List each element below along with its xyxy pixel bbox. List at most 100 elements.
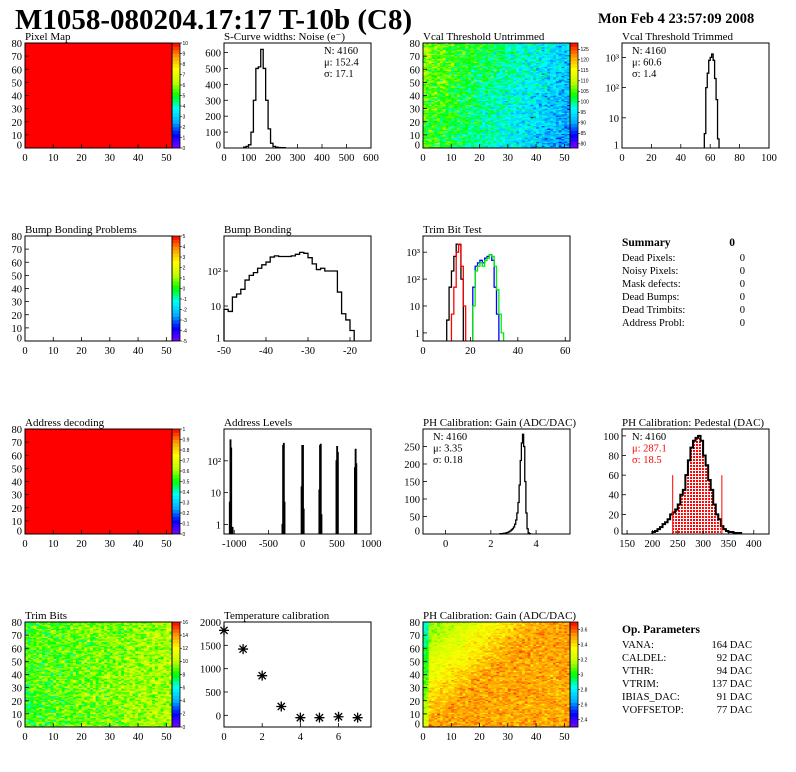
- y-tick-label: 80: [12, 425, 23, 436]
- colorbar-segment: [172, 285, 180, 289]
- colorbar-segment: [172, 331, 180, 335]
- y-tick-label: 10²: [605, 84, 619, 95]
- y-tick-label: 30: [410, 105, 421, 116]
- x-tick-label: 20: [474, 153, 485, 164]
- heatmap-fill: [25, 429, 172, 534]
- colorbar-segment: [172, 296, 180, 300]
- colorbar-segment: [172, 492, 180, 496]
- chart-title: PH Calibration: Gain (ADC/DAC): [423, 417, 576, 429]
- colorbar-segment: [172, 43, 180, 47]
- y-tick-label: 20: [12, 311, 23, 322]
- stats-line: μ: 287.1: [632, 444, 667, 455]
- x-tick-label: 500: [339, 153, 355, 164]
- x-tick-label: 80: [734, 153, 745, 164]
- page-title: M1058-080204.17:17 T-10b (C8): [15, 4, 412, 36]
- chart-title: Vcal Threshold Trimmed: [622, 31, 734, 43]
- pad-12: Trim Bits02468101214160 10 20 30 40 500102030…: [12, 610, 189, 743]
- colorbar-tick-label: 0.8: [183, 448, 190, 454]
- y-tick-label: 1: [614, 141, 619, 152]
- colorbar-tick-label: 4: [183, 104, 186, 110]
- x-tick-label: 0: [221, 153, 226, 164]
- colorbar-tick-label: 2: [183, 265, 186, 271]
- x-tick-label: 0: [619, 153, 624, 164]
- colorbar-segment: [172, 303, 180, 307]
- colorbar-tick-label: 5: [183, 234, 186, 240]
- colorbar-segment: [570, 99, 578, 103]
- colorbar-segment: [172, 71, 180, 75]
- colorbar-tick-label: 1: [183, 276, 186, 282]
- colorbar-segment: [172, 278, 180, 282]
- colorbar-segment: [570, 117, 578, 121]
- colorbar-segment: [172, 482, 180, 486]
- colorbar-segment: [570, 124, 578, 128]
- colorbar-segment: [570, 131, 578, 135]
- pad-5: Bump Bonding-50 -40 -30 -2011010²: [207, 224, 371, 357]
- x-tick-label: 30: [105, 153, 116, 164]
- x-tick-label: 20: [465, 346, 476, 357]
- y-tick-label: 1: [216, 520, 221, 531]
- histogram-fill-bin: [693, 442, 696, 534]
- table-row-label: Mask defects:: [622, 279, 681, 290]
- pad-4: Bump Bonding Problems-5-4-3-2-10123450 10…: [12, 224, 188, 357]
- colorbar-segment: [570, 96, 578, 100]
- y-tick-label: 60: [609, 471, 620, 482]
- x-tick-label: -20: [343, 346, 357, 357]
- x-tick-label: -1000: [222, 539, 247, 550]
- colorbar-tick-label: 1: [183, 427, 186, 433]
- x-tick-label: 60: [560, 346, 571, 357]
- colorbar-segment: [172, 261, 180, 265]
- y-tick-label: 0: [415, 141, 420, 152]
- heatmap-cells: [25, 622, 172, 727]
- y-tick-label: 10²: [207, 267, 221, 278]
- colorbar-segment: [172, 89, 180, 93]
- colorbar-tick-label: 10: [183, 41, 189, 47]
- colorbar-segment: [172, 120, 180, 124]
- colorbar-tick-label: 95: [581, 110, 587, 116]
- colorbar-segment: [172, 236, 180, 240]
- colorbar-segment: [570, 57, 578, 61]
- chart-title: S-Curve widths: Noise (e⁻): [224, 31, 345, 43]
- histogram-series: [224, 252, 354, 341]
- colorbar-segment: [172, 447, 180, 451]
- heatmap-cells: [423, 43, 570, 148]
- colorbar-segment: [570, 113, 578, 117]
- y-tick-label: 600: [205, 49, 221, 60]
- x-tick-label: 20: [76, 346, 87, 357]
- x-tick-label: 40: [676, 153, 687, 164]
- colorbar-segment: [172, 440, 180, 444]
- colorbar-segment: [172, 468, 180, 472]
- x-tick-label: 10: [48, 346, 59, 357]
- x-tick-label: 0: [420, 346, 425, 357]
- colorbar-segment: [172, 131, 180, 135]
- colorbar-tick-label: -5: [183, 339, 188, 345]
- chart-title: Bump Bonding Problems: [25, 224, 137, 236]
- colorbar-segment: [172, 271, 180, 275]
- x-tick-label: -40: [259, 346, 273, 357]
- colorbar-tick-label: 1: [183, 135, 186, 141]
- colorbar-tick-label: 125: [581, 47, 590, 53]
- pad-1: S-Curve widths: Noise (e⁻)0 100 200 300 400 5…: [205, 31, 379, 164]
- x-tick-label: 30: [105, 539, 116, 550]
- colorbar-segment: [172, 106, 180, 110]
- y-tick-label: 100: [205, 128, 221, 139]
- colorbar-tick-label: -3: [183, 318, 188, 324]
- colorbar-segment: [570, 61, 578, 65]
- histogram-series: [500, 434, 531, 534]
- colorbar-segment: [570, 89, 578, 93]
- y-tick-label: 10: [12, 517, 23, 528]
- colorbar-segment: [172, 485, 180, 489]
- colorbar-tick-label: 0: [183, 146, 186, 152]
- colorbar-segment: [172, 264, 180, 268]
- colorbar-segment: [570, 75, 578, 79]
- colorbar-tick-label: -4: [183, 328, 188, 334]
- y-tick-label: 10: [211, 302, 222, 313]
- histogram-bin: [321, 515, 322, 534]
- colorbar-segment: [172, 75, 180, 79]
- x-tick-label: 1000: [361, 539, 382, 550]
- table-row-label: Dead Bumps:: [622, 292, 680, 303]
- pad-10: PH Calibration: Gain (ADC/DAC)0 2 40501001…: [404, 417, 576, 550]
- colorbar-segment: [172, 517, 180, 521]
- colorbar-segment: [172, 127, 180, 131]
- colorbar-tick-label: 105: [581, 89, 590, 95]
- colorbar-segment: [172, 450, 180, 454]
